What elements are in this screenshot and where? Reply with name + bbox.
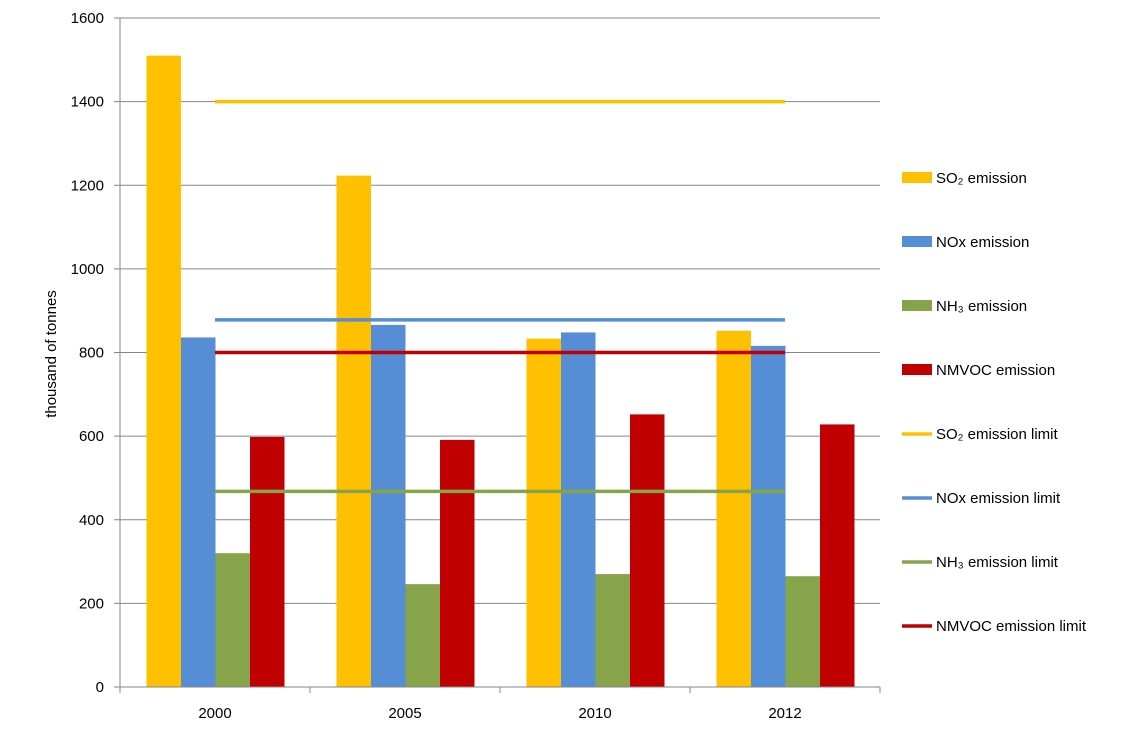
bar-nh-emission-2000 xyxy=(215,553,250,687)
bar-so-emission-2010 xyxy=(526,338,561,687)
legend-label: NH₃ emission limit xyxy=(936,554,1059,571)
bar-nh-emission-2010 xyxy=(595,574,630,687)
bar-nox-emission-2000 xyxy=(181,337,216,687)
bar-nmvoc-emission-2005 xyxy=(440,439,475,687)
legend-label: SO₂ emission limit xyxy=(936,426,1059,443)
bar-nox-emission-2010 xyxy=(561,332,596,687)
legend: SO₂ emission NOx emission NH₃ emission NMVO… xyxy=(902,170,1087,635)
legend-swatch xyxy=(902,236,932,247)
bar-nh-emission-2005 xyxy=(405,584,440,687)
x-tick-label: 2012 xyxy=(768,705,801,722)
y-tick-label: 600 xyxy=(79,428,104,445)
y-tick-label: 1200 xyxy=(71,177,104,194)
bar-nmvoc-emission-2000 xyxy=(250,436,285,687)
bar-nox-emission-2005 xyxy=(371,324,406,687)
legend-swatch xyxy=(902,300,932,311)
bar-so-emission-2012 xyxy=(716,330,751,687)
y-tick-label: 1000 xyxy=(71,261,104,278)
legend-label: NOx emission limit xyxy=(936,490,1061,507)
legend-label: NMVOC emission xyxy=(936,362,1055,379)
axis-layer: 0 200 400 600 800 1000 1200 1400 1600 2000 2005 201… xyxy=(71,10,881,722)
legend-item: NH₃ emission limit xyxy=(902,554,1059,571)
legend-item: SO₂ emission xyxy=(902,170,1027,187)
legend-item: SO₂ emission limit xyxy=(902,426,1059,443)
x-tick-label: 2010 xyxy=(578,705,611,722)
y-tick-label: 0 xyxy=(96,679,104,696)
bar-so-emission-2000 xyxy=(146,55,181,688)
x-tick-label: 2005 xyxy=(388,705,421,722)
y-tick-label: 200 xyxy=(79,595,104,612)
limit-line-layer xyxy=(215,99,785,494)
legend-item: NMVOC emission xyxy=(902,362,1055,379)
legend-swatch xyxy=(902,172,932,183)
bar-layer xyxy=(146,55,855,688)
y-tick-label: 800 xyxy=(79,345,104,362)
y-tick-label: 400 xyxy=(79,512,104,529)
y-tick-label: 1600 xyxy=(71,10,104,27)
legend-item: NOx emission xyxy=(902,234,1029,251)
legend-item: NMVOC emission limit xyxy=(902,618,1087,635)
bar-nh-emission-2012 xyxy=(785,576,820,687)
legend-label: NMVOC emission limit xyxy=(936,618,1087,635)
x-tick-label: 2000 xyxy=(198,705,231,722)
legend-swatch xyxy=(902,364,932,375)
bar-nmvoc-emission-2010 xyxy=(630,414,665,687)
bar-so-emission-2005 xyxy=(336,175,371,687)
legend-label: NH₃ emission xyxy=(936,298,1027,315)
legend-label: NOx emission xyxy=(936,234,1029,251)
bar-nox-emission-2012 xyxy=(751,345,786,687)
bar-nmvoc-emission-2012 xyxy=(820,424,855,687)
y-tick-label: 1400 xyxy=(71,94,104,111)
y-axis-title: thousand of tonnes xyxy=(43,290,60,418)
legend-item: NOx emission limit xyxy=(902,490,1061,507)
legend-item: NH₃ emission xyxy=(902,298,1027,315)
legend-label: SO₂ emission xyxy=(936,170,1027,187)
